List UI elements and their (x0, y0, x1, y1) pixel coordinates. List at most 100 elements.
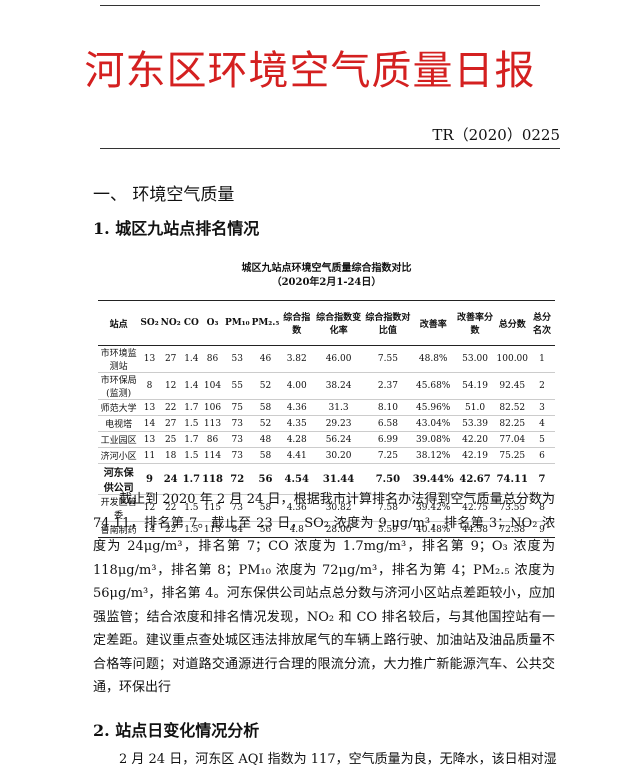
paragraph: 2 月 24 日，河东区 AQI 指数为 117，空气质量为良，无降水，该日相对… (119, 752, 557, 767)
table-cell: 44.58 (454, 521, 496, 538)
table-cell: 7 (529, 463, 555, 495)
table-cell: 3 (529, 399, 555, 416)
table-cell: 38.24 (313, 372, 365, 400)
table-cell: 75.25 (495, 447, 530, 464)
table-cell: 28.00 (313, 521, 365, 538)
table-cell: 56 (250, 521, 281, 538)
table-row: 开发区管委 12 22 1.5 115 73 58 4.36 30.82 7.58 39.42% 42… (98, 494, 555, 522)
table-row: 河东保供公司 9 24 1.7 118 72 56 4.54 31.44 7.50 39.44% 42… (98, 463, 555, 495)
table-cell: 53.00 (454, 345, 496, 373)
table-cell: 4.41 (280, 447, 314, 464)
table-cell: 济河小区 (98, 447, 140, 464)
table-cell: 72 (223, 463, 251, 495)
table-cell: 53.39 (454, 415, 496, 432)
column-header: O₃ (201, 300, 224, 346)
table-row: 工业园区 13 25 1.7 86 73 48 4.28 56.24 6.99 39.08% 42.2… (98, 431, 555, 448)
table-cell: 54.19 (454, 372, 496, 400)
table-cell: 30.82 (313, 494, 365, 522)
table-cell: 114 (201, 447, 224, 464)
table-cell: 25 (159, 431, 182, 448)
table-cell: 5.59 (364, 521, 412, 538)
table-cell: 9 (139, 463, 160, 495)
table-cell: 7.55 (364, 345, 412, 373)
table-cell: 1.5 (181, 521, 202, 538)
table-cell: 3.82 (280, 345, 314, 373)
table-cell: 31.3 (313, 399, 365, 416)
table-cell: 72.58 (495, 521, 530, 538)
table-cell: 73 (223, 494, 251, 522)
table-cell: 9 (529, 521, 555, 538)
column-header: 改善率 (411, 300, 455, 346)
doc-number: TR（2020）0225 (432, 126, 560, 144)
table-body: 市环境监测站 13 27 1.4 86 53 46 3.82 46.00 7.55 48.8% 53.… (98, 345, 555, 538)
table-cell: 58 (250, 447, 281, 464)
table-cell: 12 (159, 372, 182, 400)
column-header: 综合指数 (280, 300, 314, 346)
table-cell: 46 (250, 345, 281, 373)
table-cell: 92.45 (495, 372, 530, 400)
table-cell: 12 (139, 494, 160, 522)
table-cell: 2 (529, 372, 555, 400)
table-cell: 7.50 (364, 463, 412, 495)
table-cell: 106 (201, 399, 224, 416)
table-cell: 2.37 (364, 372, 412, 400)
table-cell: 师范大学 (98, 399, 140, 416)
table-row: 济河小区 11 18 1.5 114 73 58 4.41 30.20 7.25 38.12% 42.… (98, 447, 555, 464)
table-cell: 58 (250, 399, 281, 416)
table-cell: 77.04 (495, 431, 530, 448)
table-cell: 6.58 (364, 415, 412, 432)
table-cell: 4.00 (280, 372, 314, 400)
table-cell: 118 (201, 463, 224, 495)
table-cell: 39.42% (411, 494, 455, 522)
table-cell: 18 (159, 447, 182, 464)
table-cell: 1.5 (181, 494, 202, 522)
table-cell: 58 (250, 494, 281, 522)
table-cell: 42.67 (454, 463, 496, 495)
table-subtitle: （2020年2月1-24日） (271, 277, 382, 288)
table-cell: 43.04% (411, 415, 455, 432)
table-cell: 73 (223, 415, 251, 432)
table-cell: 1.4 (181, 372, 202, 400)
table-title: 城区九站点环境空气质量综合指数对比 （2020年2月1-24日） (98, 262, 555, 290)
column-header: NO₂ (159, 300, 182, 346)
table-cell: 4.36 (280, 494, 314, 522)
header-row: 站点 SO₂ NO₂ CO O₃ PM₁₀ PM₂.₅ 综合指数 综合指数变化率 综合指数对比值改… (98, 300, 555, 346)
table-cell: 29.23 (313, 415, 365, 432)
column-header: PM₂.₅ (250, 300, 281, 346)
table-cell: 30.20 (313, 447, 365, 464)
table-cell: 8 (529, 494, 555, 522)
table-cell: 4 (529, 415, 555, 432)
table-cell: 4.35 (280, 415, 314, 432)
column-header: 综合指数变化率 (313, 300, 365, 346)
table-cell: 56.24 (313, 431, 365, 448)
table-cell: 100.00 (495, 345, 530, 373)
table-cell: 104 (201, 372, 224, 400)
table-cell: 4.28 (280, 431, 314, 448)
table-cell: 22 (159, 494, 182, 522)
column-header: CO (181, 300, 202, 346)
table-cell: 86 (201, 431, 224, 448)
table-cell: 55 (223, 372, 251, 400)
table-cell: 鲁南制药 (98, 521, 140, 538)
top-rule (100, 5, 540, 6)
table-cell: 24 (159, 463, 182, 495)
column-header: PM₁₀ (223, 300, 251, 346)
table-row: 鲁南制药 14 22 1.5 115 84 56 4.8 28.00 5.59 40.48% 44.5… (98, 521, 555, 538)
table-cell: 市环境监测站 (98, 345, 140, 373)
title: 河东区环境空气质量日报 (84, 48, 536, 94)
paragraph: 截止到 2020 年 2 月 24 日，根据我市计算排名办法得到空气质量总分数为… (93, 492, 555, 695)
table-cell: 1.5 (181, 447, 202, 464)
table-cell: 51.0 (454, 399, 496, 416)
table-cell: 74.11 (495, 463, 530, 495)
table-cell: 42.19 (454, 447, 496, 464)
table-cell: 75 (223, 399, 251, 416)
table-cell: 开发区管委 (98, 494, 140, 522)
table-cell: 56 (250, 463, 281, 495)
table-cell: 1.7 (181, 399, 202, 416)
table-cell: 52 (250, 372, 281, 400)
table-cell: 市环保局(监测) (98, 372, 140, 400)
column-header: 改善率分数 (454, 300, 496, 346)
table-cell: 115 (201, 521, 224, 538)
table-cell: 84 (223, 521, 251, 538)
table-cell: 40.48% (411, 521, 455, 538)
